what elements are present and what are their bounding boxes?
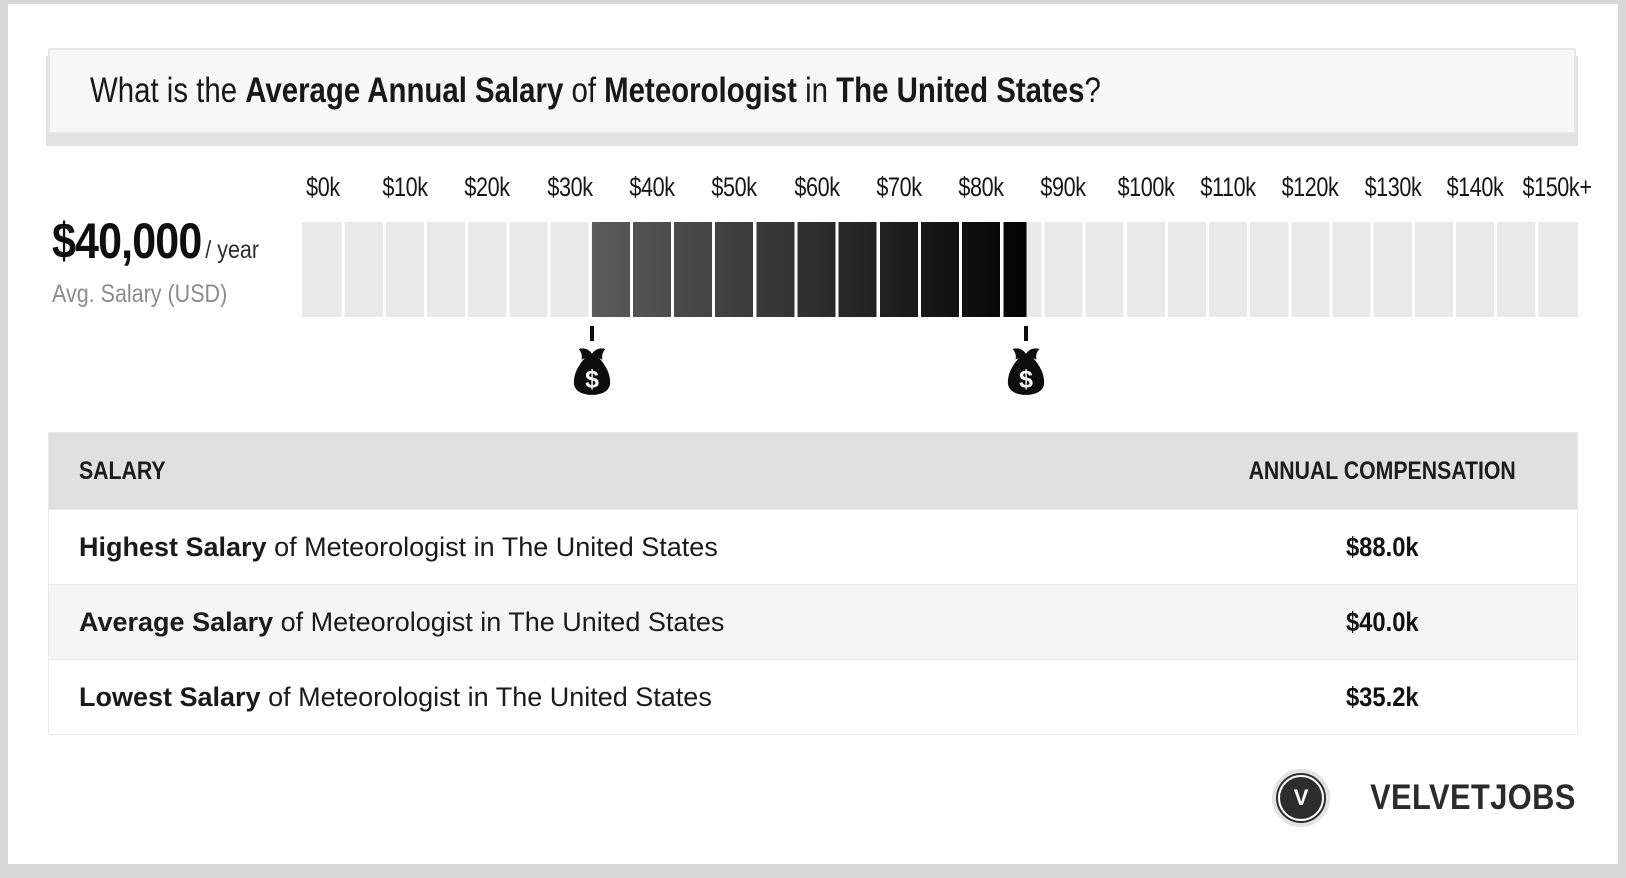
range-marker: $	[571, 326, 613, 397]
salary-table: SALARY ANNUAL COMPENSATION Highest Salar…	[48, 432, 1578, 735]
brand-footer: V VELVETJOBS	[8, 769, 1576, 827]
table-row-description: of Meteorologist in The United States	[266, 531, 718, 562]
table-row-description: of Meteorologist in The United States	[260, 681, 712, 712]
logo-monogram: V	[1293, 785, 1309, 810]
axis-tick-label: $80k	[958, 172, 1005, 202]
title-segment: What is the	[90, 71, 246, 110]
title-segment: The United States	[836, 71, 1085, 110]
axis-tick-label: $10k	[382, 172, 428, 202]
title-segment: in	[796, 71, 837, 110]
axis-tick-label: $110k	[1200, 172, 1257, 202]
title-segment: of	[563, 71, 605, 110]
marker-dash	[589, 326, 594, 341]
table-row-value: $35.2k	[1345, 681, 1419, 712]
axis-tick-label: $120k	[1282, 172, 1339, 202]
average-salary-line: $40,000 / year	[52, 212, 267, 270]
table-header-salary: SALARY	[49, 457, 1187, 486]
table-header-compensation-label: ANNUAL COMPENSATION	[1248, 456, 1516, 485]
title-segment: ?	[1084, 71, 1101, 110]
axis-tick-label: $90k	[1040, 172, 1087, 202]
average-salary-caption: Avg. Salary (USD)	[52, 280, 228, 308]
table-header-row: SALARY ANNUAL COMPENSATION	[49, 433, 1577, 509]
svg-text:$: $	[1020, 366, 1034, 393]
table-row-value-cell: $35.2k	[1187, 682, 1577, 713]
table-row-description: of Meteorologist in The United States	[273, 606, 725, 637]
axis-tick-label: $70k	[876, 172, 922, 202]
velvetjobs-logo-icon: V	[1272, 769, 1331, 827]
svg-text:$: $	[585, 366, 599, 393]
title-banner: What is the Average Annual Salary of Met…	[48, 48, 1576, 134]
velvetjobs-wordmark: VELVETJOBS	[1370, 778, 1576, 817]
table-row-label: Lowest Salary of Meteorologist in The Un…	[49, 682, 1187, 713]
table-row: Lowest Salary of Meteorologist in The Un…	[49, 659, 1577, 734]
content-card: What is the Average Annual Salary of Met…	[8, 4, 1618, 864]
table-header-compensation: ANNUAL COMPENSATION	[1187, 457, 1577, 486]
axis-tick-label: $50k	[711, 172, 758, 202]
title-segment: Average Annual Salary	[245, 71, 564, 110]
salary-scale-chart: $40,000 / year Avg. Salary (USD) $0k $10k…	[8, 168, 1618, 404]
axis-tick-label: $40k	[629, 172, 675, 202]
average-salary-amount: $40,000	[52, 213, 202, 269]
money-bag-icon: $	[1008, 348, 1045, 395]
table-row-value-cell: $40.0k	[1187, 607, 1577, 638]
average-salary-summary: $40,000 / year Avg. Salary (USD)	[52, 212, 302, 309]
range-marker: $	[1005, 326, 1047, 397]
page-title: What is the Average Annual Salary of Met…	[90, 71, 1101, 111]
table-row-term: Average Salary	[79, 606, 274, 637]
table-header-salary-label: SALARY	[79, 456, 166, 485]
axis-tick-label: $30k	[546, 172, 593, 202]
table-row-label: Highest Salary of Meteorologist in The U…	[49, 532, 1187, 563]
logo-inner-ring	[1278, 775, 1325, 821]
average-salary-period: / year	[205, 236, 260, 264]
table-row-value: $88.0k	[1345, 531, 1419, 562]
table-row-label: Average Salary of Meteorologist in The U…	[49, 607, 1187, 638]
marker-dash	[1024, 326, 1029, 341]
money-bag-icon: $	[573, 348, 610, 395]
table-row: Average Salary of Meteorologist in The U…	[49, 584, 1577, 659]
table-row: Highest Salary of Meteorologist in The U…	[49, 509, 1577, 584]
axis-tick-label: $60k	[793, 172, 840, 202]
axis-tick-label: $140k	[1446, 172, 1504, 202]
axis-tick-label: $20k	[464, 172, 511, 202]
table-row-term: Highest Salary	[79, 531, 267, 562]
table-row-value-cell: $88.0k	[1187, 532, 1577, 563]
axis-tick-labels: $0k $10k $20k $30k $40k $50k $60k $70k $80k $90k $…	[302, 168, 1593, 208]
axis-tick-label: $130k	[1364, 172, 1422, 202]
axis-tick-label: $150k+	[1522, 172, 1592, 202]
table-row-term: Lowest Salary	[79, 681, 261, 712]
table-row-value: $40.0k	[1345, 606, 1419, 637]
salary-scale: $0k $10k $20k $30k $40k $50k $60k $70k $80k $90k $…	[302, 168, 1593, 404]
axis-tick-label: $0k	[305, 172, 340, 202]
title-segment: Meteorologist	[604, 71, 797, 110]
axis-tick-label: $100k	[1117, 172, 1175, 202]
salary-range-bar	[302, 222, 1578, 317]
